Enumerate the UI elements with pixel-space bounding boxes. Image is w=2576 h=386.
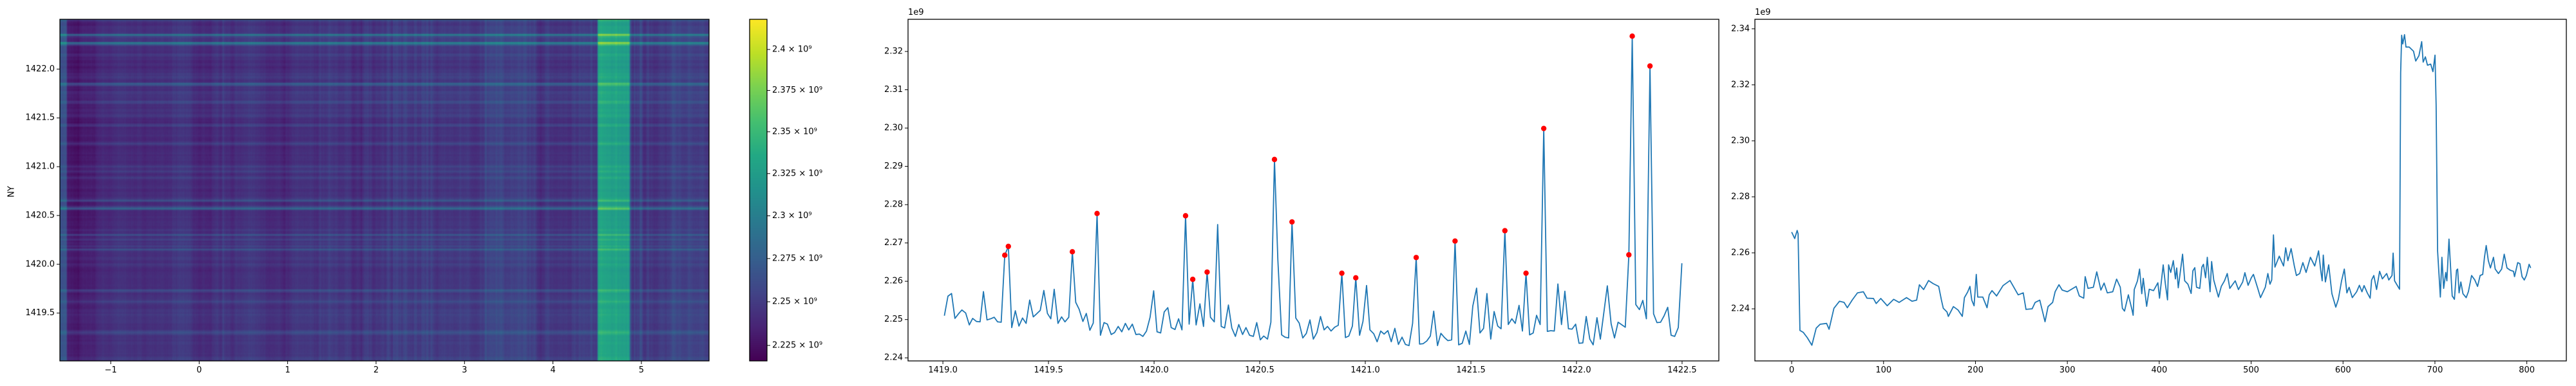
peak-marker bbox=[1204, 269, 1210, 275]
series-line bbox=[1791, 34, 2532, 346]
y-tick-label: 1420.5 bbox=[26, 210, 55, 220]
peak-marker bbox=[1339, 270, 1345, 276]
x-tick-label: 3 bbox=[462, 365, 467, 375]
y-axis-label: NY bbox=[7, 186, 17, 198]
peaks-line-axes: 1419.0 1419.5 1420.0 1420.5 1421.0 1421.5 1422… bbox=[884, 8, 1719, 375]
x-tick-label: 700 bbox=[2427, 365, 2443, 375]
x-tick-label: 400 bbox=[2151, 365, 2167, 375]
y-tick-label: 2.28 bbox=[1731, 192, 1750, 201]
x-tick-label: 1421.0 bbox=[1350, 365, 1380, 375]
peak-marker bbox=[1182, 213, 1189, 219]
peak-marker bbox=[1094, 210, 1100, 217]
axes-frame bbox=[1754, 19, 2567, 362]
y-tick-label: 2.29 bbox=[884, 161, 903, 171]
y-offset-label: 1e9 bbox=[1755, 8, 1771, 17]
y-tick-label: 2.31 bbox=[884, 85, 903, 95]
peak-marker bbox=[1353, 275, 1359, 281]
colorbar-tick-label: 2.3 × 10⁹ bbox=[772, 211, 812, 221]
x-tick-label: 1421.5 bbox=[1456, 365, 1486, 375]
peak-marker bbox=[1540, 125, 1547, 131]
profile-line-axes: 0 100 200 300 400 500 600 700 800 2.24 2.26 2.28 2.3… bbox=[1731, 8, 2567, 375]
colorbar-tick-label: 2.225 × 10⁹ bbox=[772, 340, 822, 350]
x-tick-label: 4 bbox=[550, 365, 555, 375]
x-tick-label: 800 bbox=[2519, 365, 2535, 375]
colorbar-tick-label: 2.25 × 10⁹ bbox=[772, 297, 817, 307]
x-tick-label: 2 bbox=[374, 365, 379, 375]
x-tick-label: 1420.0 bbox=[1139, 365, 1169, 375]
peak-marker bbox=[1002, 252, 1008, 258]
x-tick-label: 100 bbox=[1875, 365, 1891, 375]
y-tick-label: 1420.0 bbox=[26, 259, 55, 269]
peak-marker bbox=[1647, 63, 1653, 69]
x-tick-label: 600 bbox=[2335, 365, 2351, 375]
colorbar-tick-label: 2.35 × 10⁹ bbox=[772, 127, 817, 136]
colorbar-gradient bbox=[750, 19, 767, 361]
y-tick-label: 2.25 bbox=[884, 315, 903, 324]
x-tick-label: 1 bbox=[285, 365, 290, 375]
peak-marker bbox=[1452, 238, 1458, 244]
y-tick-label: 1419.5 bbox=[26, 308, 55, 318]
x-tick-label: 0 bbox=[1789, 365, 1794, 375]
x-tick-label: 1419.0 bbox=[928, 365, 958, 375]
heatmap-axes: −1 0 1 2 3 4 5 1419.5 1420.0 1420.5 1421.0 1421.5 14… bbox=[7, 19, 710, 375]
peak-marker bbox=[1413, 255, 1419, 261]
y-tick-label: 1421.5 bbox=[26, 113, 55, 123]
y-tick-label: 1421.0 bbox=[26, 162, 55, 172]
colorbar-tick-label: 2.275 × 10⁹ bbox=[772, 253, 822, 263]
peak-marker bbox=[1629, 33, 1635, 39]
y-tick-label: 2.32 bbox=[1731, 80, 1750, 89]
x-tick-label: 1420.5 bbox=[1245, 365, 1274, 375]
x-tick-label: 500 bbox=[2243, 365, 2259, 375]
axes-frame bbox=[907, 19, 1719, 362]
x-tick-label: −1 bbox=[104, 365, 117, 375]
x-tick-label: 0 bbox=[196, 365, 202, 375]
peak-marker bbox=[1069, 249, 1075, 255]
series-line bbox=[943, 35, 1683, 347]
y-tick-label: 2.27 bbox=[884, 238, 903, 248]
x-tick-label: 1422.0 bbox=[1562, 365, 1591, 375]
y-tick-label: 2.28 bbox=[884, 200, 903, 210]
x-tick-label: 1419.5 bbox=[1034, 365, 1063, 375]
peak-marker bbox=[1502, 228, 1508, 234]
y-tick-label: 2.24 bbox=[1731, 304, 1750, 314]
x-tick-label: 5 bbox=[639, 365, 644, 375]
colorbar-frame bbox=[749, 19, 768, 362]
peak-marker bbox=[1289, 219, 1295, 225]
y-tick-label: 2.30 bbox=[1731, 136, 1750, 145]
peak-marker bbox=[1271, 156, 1278, 163]
x-tick-label: 1422.5 bbox=[1667, 365, 1697, 375]
heatmap-image bbox=[60, 19, 709, 361]
y-tick-label: 2.26 bbox=[884, 277, 903, 286]
axes-frame bbox=[59, 19, 710, 362]
y-tick-label: 2.32 bbox=[884, 47, 903, 57]
y-tick-label: 1422.0 bbox=[26, 64, 55, 74]
y-tick-label: 2.24 bbox=[884, 353, 903, 363]
colorbar-tick-label: 2.375 × 10⁹ bbox=[772, 86, 822, 95]
peak-marker bbox=[1523, 270, 1529, 276]
peak-marker bbox=[1626, 252, 1632, 258]
x-tick-label: 300 bbox=[2060, 365, 2076, 375]
y-tick-label: 2.30 bbox=[884, 124, 903, 133]
colorbar-tick-label: 2.4 × 10⁹ bbox=[772, 44, 812, 54]
x-tick-label: 200 bbox=[1967, 365, 1984, 375]
colorbar-axes: 2.225 × 10⁹ 2.25 × 10⁹ 2.275 × 10⁹ 2.3 × 10… bbox=[749, 19, 822, 362]
y-offset-label: 1e9 bbox=[908, 8, 924, 17]
y-tick-label: 2.26 bbox=[1731, 248, 1750, 257]
y-tick-label: 2.34 bbox=[1731, 24, 1750, 33]
colorbar-tick-label: 2.325 × 10⁹ bbox=[772, 169, 822, 178]
peak-marker bbox=[1189, 277, 1196, 282]
peak-marker bbox=[1005, 243, 1011, 250]
